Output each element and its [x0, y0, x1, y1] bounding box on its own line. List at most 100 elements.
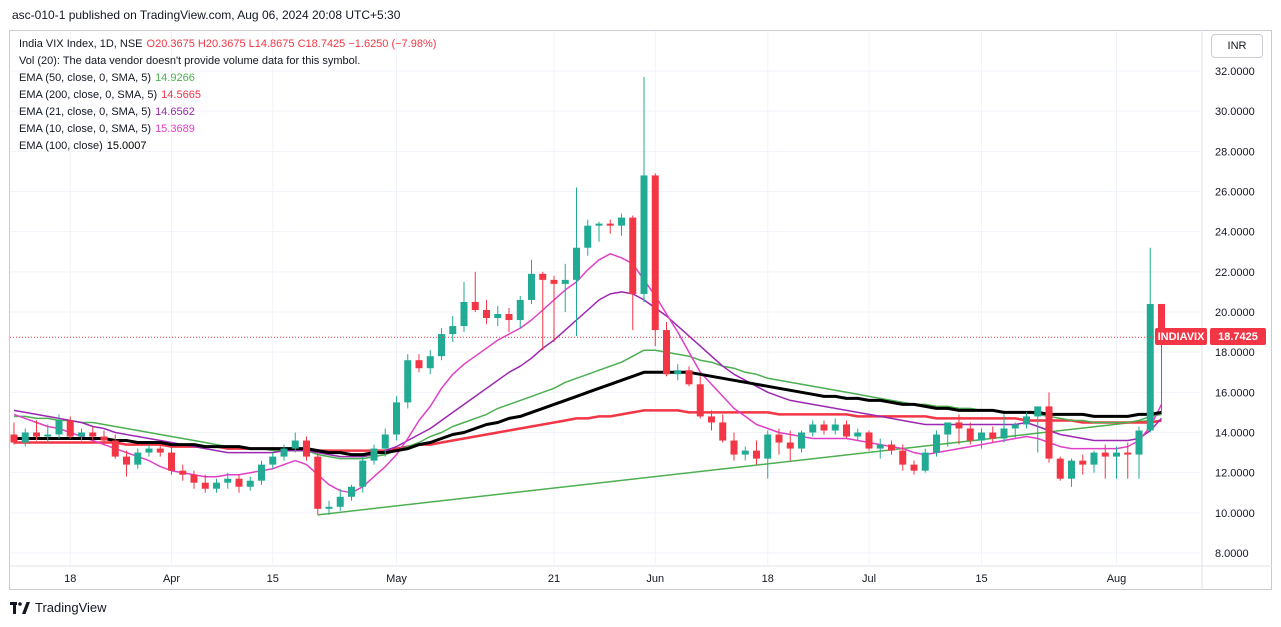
candle	[573, 187, 580, 337]
ema-legend-row: EMA (10, close, 0, SMA, 5) 15.3689	[19, 121, 436, 138]
candle-body	[843, 424, 850, 437]
x-tick-label: 21	[548, 573, 560, 585]
candle	[1101, 444, 1109, 479]
candle	[910, 460, 918, 475]
candle	[10, 422, 18, 445]
candle	[359, 456, 367, 493]
candle-body	[764, 434, 772, 459]
candle-body	[820, 424, 828, 431]
x-tick-label: May	[386, 573, 407, 585]
support-trendline	[317, 419, 1151, 516]
currency-button[interactable]: INR	[1211, 34, 1263, 58]
candle	[258, 460, 265, 485]
last-price-value-tag: 18.7425	[1210, 328, 1266, 346]
candle	[888, 440, 895, 455]
candle-body	[539, 273, 547, 280]
candle	[179, 464, 187, 481]
candle-body	[123, 456, 130, 465]
candle	[764, 430, 772, 479]
x-tick-label: 15	[975, 573, 987, 585]
candle	[629, 215, 637, 331]
candle-body	[280, 448, 288, 457]
candle-body	[303, 440, 310, 457]
candle-body	[618, 217, 625, 226]
x-axis: 18 Apr 15 May 21 Jun 18 Jul 15 Aug	[64, 573, 1126, 585]
candle	[494, 305, 502, 327]
candle	[325, 500, 333, 515]
candle-body	[966, 428, 974, 441]
ema-legend-value: 15.0007	[106, 140, 147, 152]
candle-body	[573, 247, 580, 280]
candle-body	[516, 299, 524, 321]
candle	[123, 450, 130, 477]
ema-legend-value: 15.3689	[155, 123, 195, 135]
candle-body	[561, 279, 569, 284]
ema-lines	[13, 253, 1163, 494]
candle	[280, 444, 288, 461]
candle-body	[798, 432, 805, 449]
candle-body	[213, 482, 220, 489]
candle-body	[854, 432, 862, 437]
candle-body	[21, 432, 29, 443]
y-tick-label: 8.0000	[1215, 548, 1249, 560]
candle-body	[359, 460, 367, 487]
candle	[966, 422, 974, 445]
candle-body	[224, 478, 232, 483]
trendline	[317, 419, 1151, 516]
candle	[314, 452, 322, 515]
candle-body	[876, 444, 884, 449]
candle	[246, 476, 254, 491]
candle	[21, 428, 29, 447]
candle	[854, 428, 862, 441]
candle-body	[651, 175, 659, 331]
candle	[1135, 426, 1143, 479]
candle-body	[348, 486, 355, 497]
ema-legend-row: EMA (100, close) 15.0007	[19, 138, 436, 155]
y-axis: 8.0000 10.0000 12.0000 14.0000 16.0000 18.000…	[9, 30, 1272, 590]
candle	[944, 422, 952, 447]
candle	[1158, 303, 1165, 415]
candle-body	[528, 273, 535, 300]
candle-body	[426, 356, 434, 369]
candle-body	[989, 432, 997, 439]
candle	[78, 428, 85, 441]
tradingview-footer[interactable]: TradingView	[10, 600, 107, 615]
candle-body	[933, 434, 940, 453]
candle-body	[483, 309, 490, 319]
candle-body	[910, 464, 918, 471]
y-tick-label: 16.0000	[1215, 387, 1255, 399]
candle	[539, 271, 547, 351]
candle	[33, 420, 40, 441]
candle-body	[606, 223, 614, 226]
candle	[786, 430, 794, 461]
candle	[753, 440, 760, 465]
ema-legend-row: EMA (50, close, 0, SMA, 5) 14.9266	[19, 70, 436, 87]
candle-body	[1135, 430, 1143, 455]
candle-body	[1101, 452, 1109, 457]
candle-body	[89, 432, 97, 437]
chart-frame[interactable]	[9, 30, 1272, 590]
candle	[1124, 442, 1132, 479]
candle-body	[1079, 460, 1087, 465]
candle-body	[471, 301, 479, 310]
x-tick-label: 15	[267, 573, 279, 585]
candle-body	[1023, 416, 1030, 425]
candle-body	[10, 434, 18, 443]
candle-body	[415, 360, 423, 369]
ohlc-values: O20.3675 H20.3675 L14.8675 C18.7425 −1.6…	[146, 38, 437, 50]
ema10-line	[13, 253, 1163, 494]
candle-body	[168, 452, 175, 471]
x-tick-label: Apr	[163, 573, 180, 585]
candle-body	[944, 422, 952, 435]
x-tick-label: Jun	[646, 573, 664, 585]
vol-label: Vol (20): The data vendor doesn't provid…	[19, 55, 361, 67]
y-tick-label: 20.0000	[1215, 307, 1255, 319]
candle	[663, 322, 670, 377]
candle	[393, 396, 400, 441]
candle	[224, 472, 232, 489]
candle	[505, 307, 513, 333]
y-tick-label: 28.0000	[1215, 146, 1255, 158]
y-tick-label: 32.0000	[1215, 66, 1255, 78]
candle-body	[888, 444, 895, 451]
